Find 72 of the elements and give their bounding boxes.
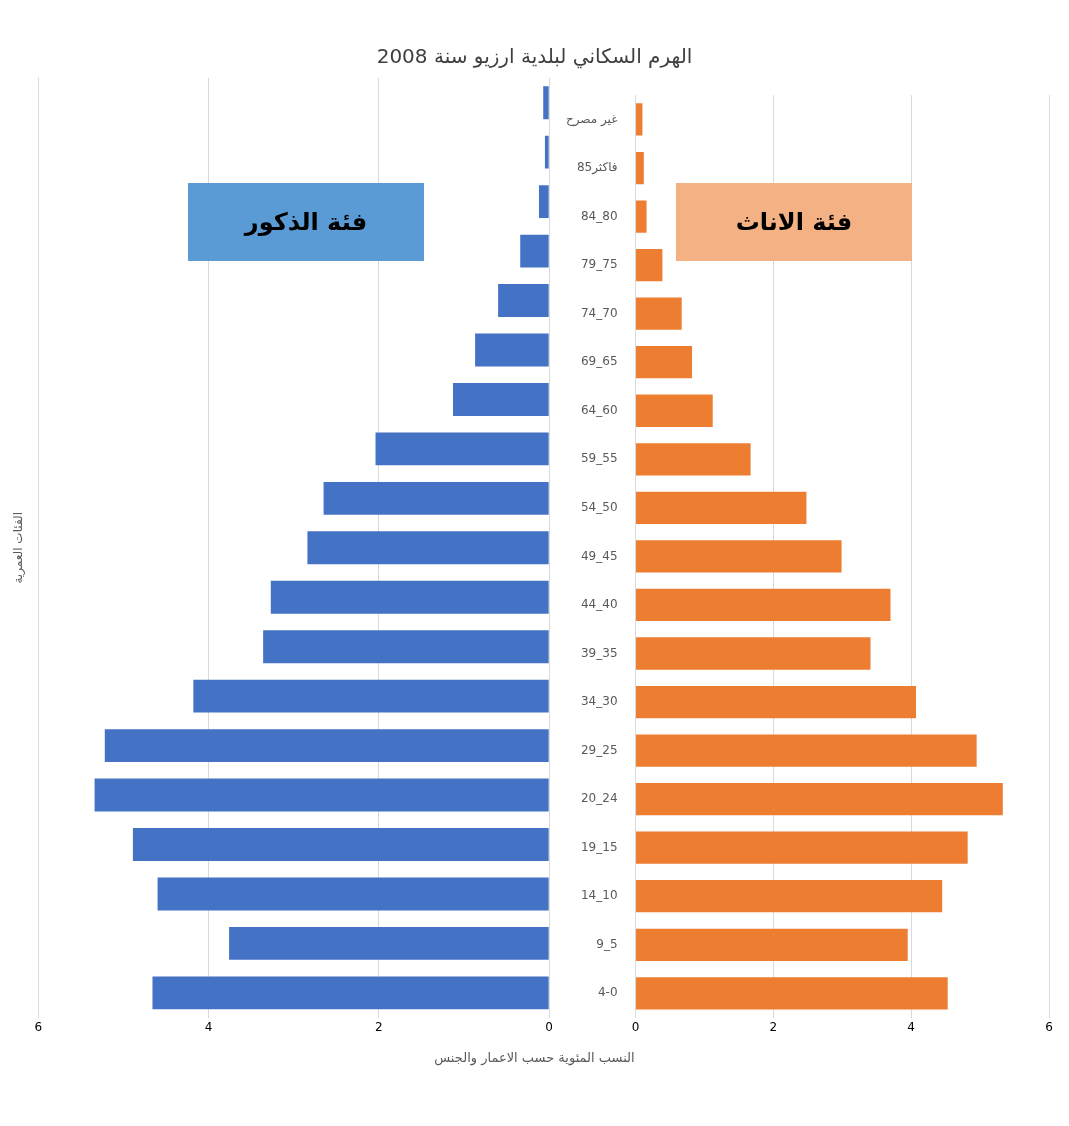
bar	[543, 86, 549, 120]
label-panel: فئة الاناث	[676, 183, 912, 261]
bar	[323, 481, 549, 515]
bar	[193, 679, 549, 713]
bar	[636, 200, 647, 233]
label-panel: فئة الذكور	[188, 183, 424, 261]
chart-title: الهرم السكاني لبلدية ارزيو سنة 2008	[375, 43, 694, 71]
bar	[636, 831, 968, 864]
x-tick-label: 4	[204, 1019, 213, 1034]
x-tick-label: 6	[1045, 1019, 1053, 1034]
bar	[636, 977, 948, 1010]
y-tick-label: 39_35	[580, 645, 618, 660]
bar	[263, 630, 549, 664]
y-tick-label: 69_65	[580, 354, 618, 369]
y-tick-label: 74_70	[580, 305, 618, 320]
y-tick-label: 29_25	[580, 742, 618, 757]
bar	[157, 877, 549, 911]
bar	[636, 734, 977, 767]
bar	[636, 588, 891, 622]
bar	[307, 531, 549, 565]
bar	[452, 383, 549, 416]
bar	[94, 778, 549, 812]
x-tick-label: 4	[907, 1019, 915, 1034]
bar	[636, 103, 643, 136]
bar	[636, 540, 842, 573]
y-tick-label: 19_15	[580, 839, 618, 854]
bar	[520, 234, 549, 268]
y-tick-label: 4-0	[597, 985, 618, 1000]
bar	[636, 394, 713, 427]
annotation: فئة الاناث	[735, 208, 853, 236]
bar	[636, 346, 693, 379]
x-axis-title: النسب المئوية حسب الاعمار والجنس	[433, 1049, 636, 1065]
y-tick-label: 85فاكثر	[576, 160, 618, 176]
bar	[636, 491, 807, 524]
x-tick-label: 0	[631, 1019, 640, 1034]
bar	[636, 783, 1003, 816]
bar	[636, 443, 751, 476]
y-tick-label: 20_24	[580, 791, 618, 806]
bar	[538, 185, 549, 219]
bar	[544, 135, 549, 169]
bar	[636, 685, 916, 719]
y-tick-label: 79_75	[580, 257, 618, 272]
y-axis-title: الفئات العمرية	[11, 512, 27, 584]
bar	[636, 637, 871, 670]
bar	[229, 926, 549, 960]
y-tick-label: 59_55	[580, 451, 618, 466]
y-tick-label: 44_40	[580, 597, 618, 612]
x-tick-label: 2	[769, 1019, 778, 1034]
y-tick-label: 49_45	[580, 548, 618, 563]
bar	[475, 333, 549, 367]
bar	[636, 151, 644, 185]
x-tick-label: 6	[34, 1019, 43, 1034]
y-tick-label: 84_80	[580, 208, 618, 223]
y-tick-label: 14_10	[580, 888, 618, 903]
y-tick-label: غير مصرح	[565, 111, 618, 127]
y-tick-label: 34_30	[580, 694, 618, 709]
bar	[498, 284, 549, 317]
bar	[636, 297, 682, 330]
bar	[636, 880, 943, 913]
y-tick-label: 9_5	[596, 936, 618, 951]
y-tick-label: 54_50	[580, 499, 618, 514]
bar	[132, 828, 549, 861]
x-tick-label: 0	[545, 1019, 553, 1034]
annotation: فئة الذكور	[244, 208, 368, 236]
y-tick-label: 64_60	[580, 402, 618, 417]
bar	[270, 580, 549, 614]
bar	[375, 432, 549, 466]
bar	[152, 976, 549, 1010]
x-tick-label: 2	[375, 1019, 383, 1034]
bar	[636, 928, 908, 961]
bar	[104, 729, 549, 763]
bar	[636, 248, 663, 282]
